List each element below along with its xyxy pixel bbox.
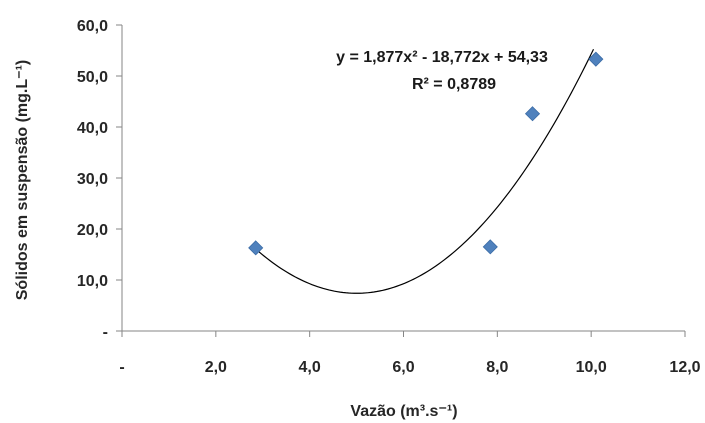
y-tick-label: 40,0	[77, 120, 108, 137]
y-tick-label: -	[103, 324, 108, 341]
x-tick-label: 6,0	[392, 359, 414, 376]
trendline-equation: y = 1,877x² - 18,772x + 54,33	[336, 49, 548, 66]
x-tick-label: -	[119, 359, 124, 376]
x-axis-title: Vazão (m³.s⁻¹)	[350, 403, 457, 420]
y-tick-label: 60,0	[77, 18, 108, 35]
data-point-marker	[526, 107, 540, 121]
tick-marks	[116, 25, 685, 337]
r-squared-label: R² = 0,8789	[412, 76, 496, 93]
x-tick-label: 12,0	[669, 359, 700, 376]
tick-labels: - 2,0 4,0 6,0 8,0 10,0 12,0 - 10,0 20,0 30,0 40,0 50…	[77, 18, 701, 376]
y-axis-title: Sólidos em suspensão (mg.L⁻¹)	[14, 60, 31, 300]
data-point-marker	[483, 240, 497, 254]
x-tick-label: 8,0	[486, 359, 508, 376]
y-tick-label: 30,0	[77, 171, 108, 188]
axes	[122, 25, 685, 331]
y-tick-label: 20,0	[77, 222, 108, 239]
x-tick-label: 2,0	[205, 359, 227, 376]
x-tick-label: 10,0	[576, 359, 607, 376]
y-tick-label: 10,0	[77, 273, 108, 290]
x-tick-label: 4,0	[299, 359, 321, 376]
y-tick-label: 50,0	[77, 69, 108, 86]
